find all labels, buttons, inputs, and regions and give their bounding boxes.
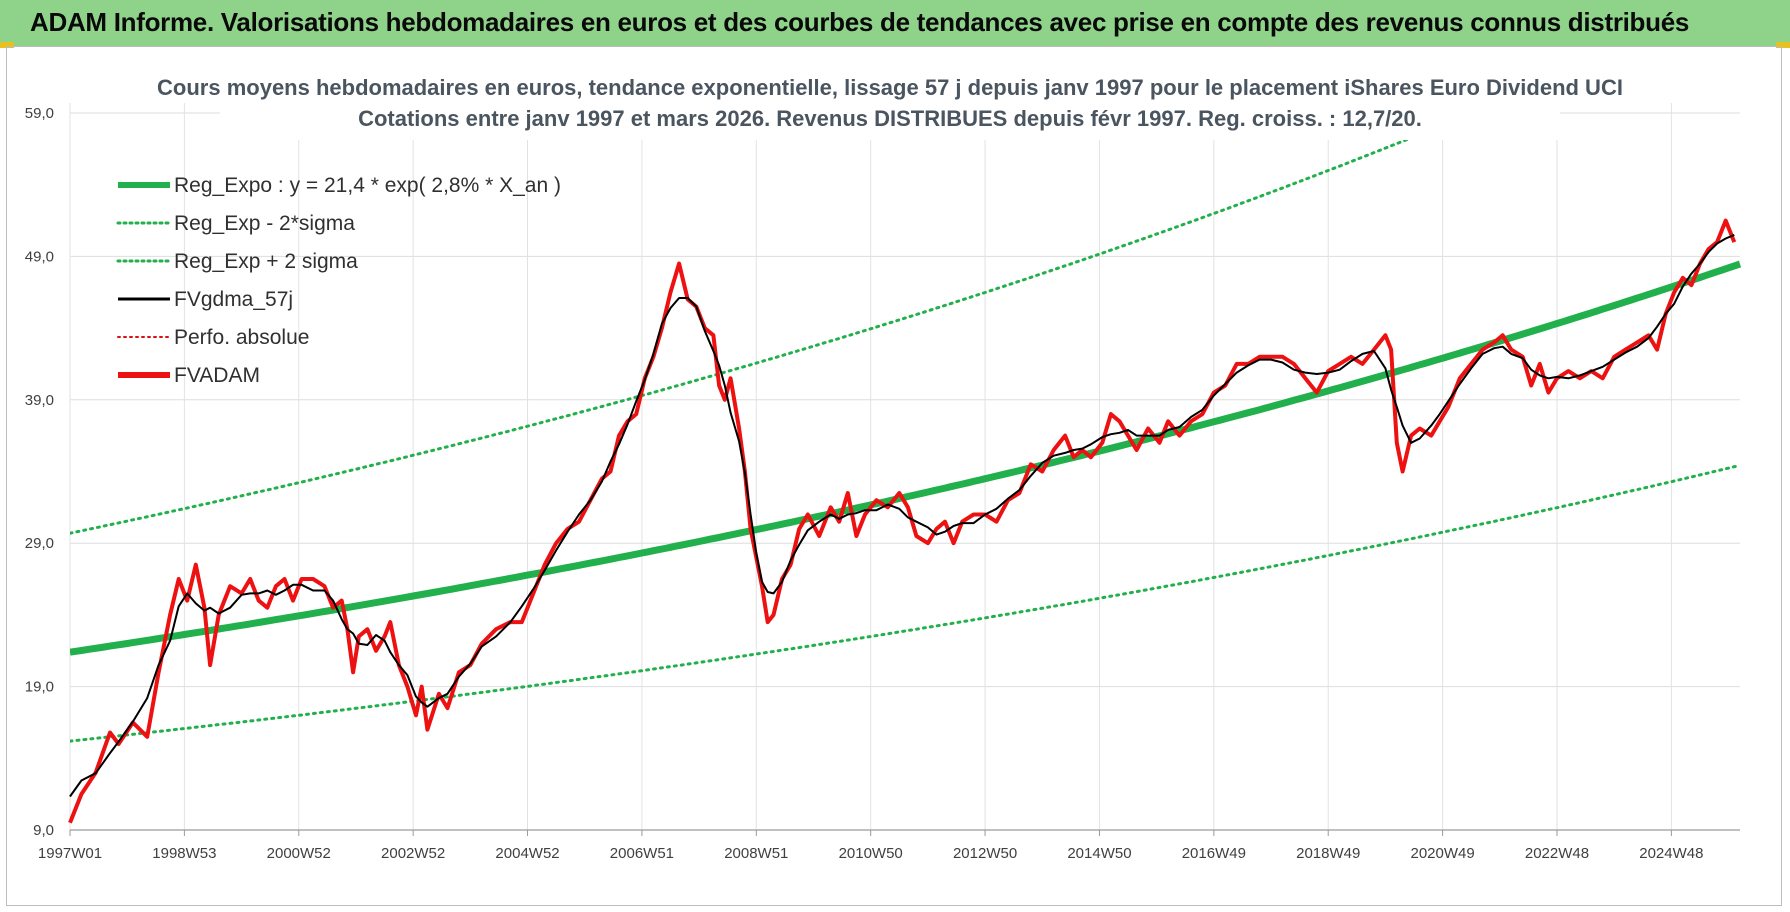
legend-label: FVgdma_57j — [174, 288, 293, 311]
x-tick-label: 2018W49 — [1296, 845, 1360, 862]
legend-label: FVADAM — [174, 364, 260, 387]
x-tick-label: 2024W48 — [1639, 845, 1703, 862]
series-line — [70, 260, 1742, 656]
corner-mark-right — [1776, 42, 1790, 48]
chart-title: Cours moyens hebdomadaires en euros, ten… — [157, 75, 1623, 100]
x-tick-label: 2014W50 — [1067, 845, 1131, 862]
x-tick-label: 2008W51 — [724, 845, 788, 862]
legend-label: Reg_Expo : y = 21,4 * exp( 2,8% * X_an ) — [174, 174, 561, 197]
y-tick-label: 29,0 — [25, 535, 54, 552]
y-tick-label: 19,0 — [25, 679, 54, 696]
x-tick-label: 2016W49 — [1182, 845, 1246, 862]
x-tick-label: 2002W52 — [381, 845, 445, 862]
y-axis-ticks: 9,0 19,0 29,0 39,0 49,0 59,0 — [25, 105, 54, 839]
chart-legend: Reg_Expo : y = 21,4 * exp( 2,8% * X_an )… — [116, 174, 561, 387]
x-tick-label: 1998W53 — [152, 845, 216, 862]
y-tick-label: 59,0 — [25, 105, 54, 122]
title-backdrop — [220, 72, 1560, 140]
legend-label: Reg_Exp + 2 sigma — [174, 250, 358, 273]
report-header-bar: ADAM Informe. Valorisations hebdomadaire… — [0, 0, 1790, 47]
x-tick-label: 2020W49 — [1410, 845, 1474, 862]
x-tick-label: 2006W51 — [610, 845, 674, 862]
corner-mark-left — [0, 42, 14, 48]
chart-subtitle: Cotations entre janv 1997 et mars 2026. … — [358, 106, 1422, 131]
x-tick-label: 2000W52 — [267, 845, 331, 862]
x-tick-label: 2010W50 — [839, 845, 903, 862]
y-tick-label: 39,0 — [25, 392, 54, 409]
x-tick-label: 1997W01 — [38, 845, 102, 862]
chart-frame — [6, 46, 1782, 906]
y-tick-label: 49,0 — [25, 248, 54, 265]
series-line — [70, 463, 1742, 743]
chart-titles: Cours moyens hebdomadaires en euros, ten… — [157, 72, 1623, 140]
x-axis-ticks: 1997W01 1998W53 2000W52 2002W52 2004W52 2006W… — [38, 845, 1704, 862]
series-line — [68, 218, 1737, 824]
report-title: ADAM Informe. Valorisations hebdomadaire… — [30, 7, 1690, 37]
x-tick-label: 2004W52 — [495, 845, 559, 862]
legend-label: Reg_Exp - 2*sigma — [174, 212, 355, 235]
x-tick-label: 2012W50 — [953, 845, 1017, 862]
x-tick-label: 2022W48 — [1525, 845, 1589, 862]
legend-label: Perfo. absolue — [174, 326, 309, 349]
series-line — [69, 233, 1735, 798]
y-tick-label: 9,0 — [33, 822, 54, 839]
